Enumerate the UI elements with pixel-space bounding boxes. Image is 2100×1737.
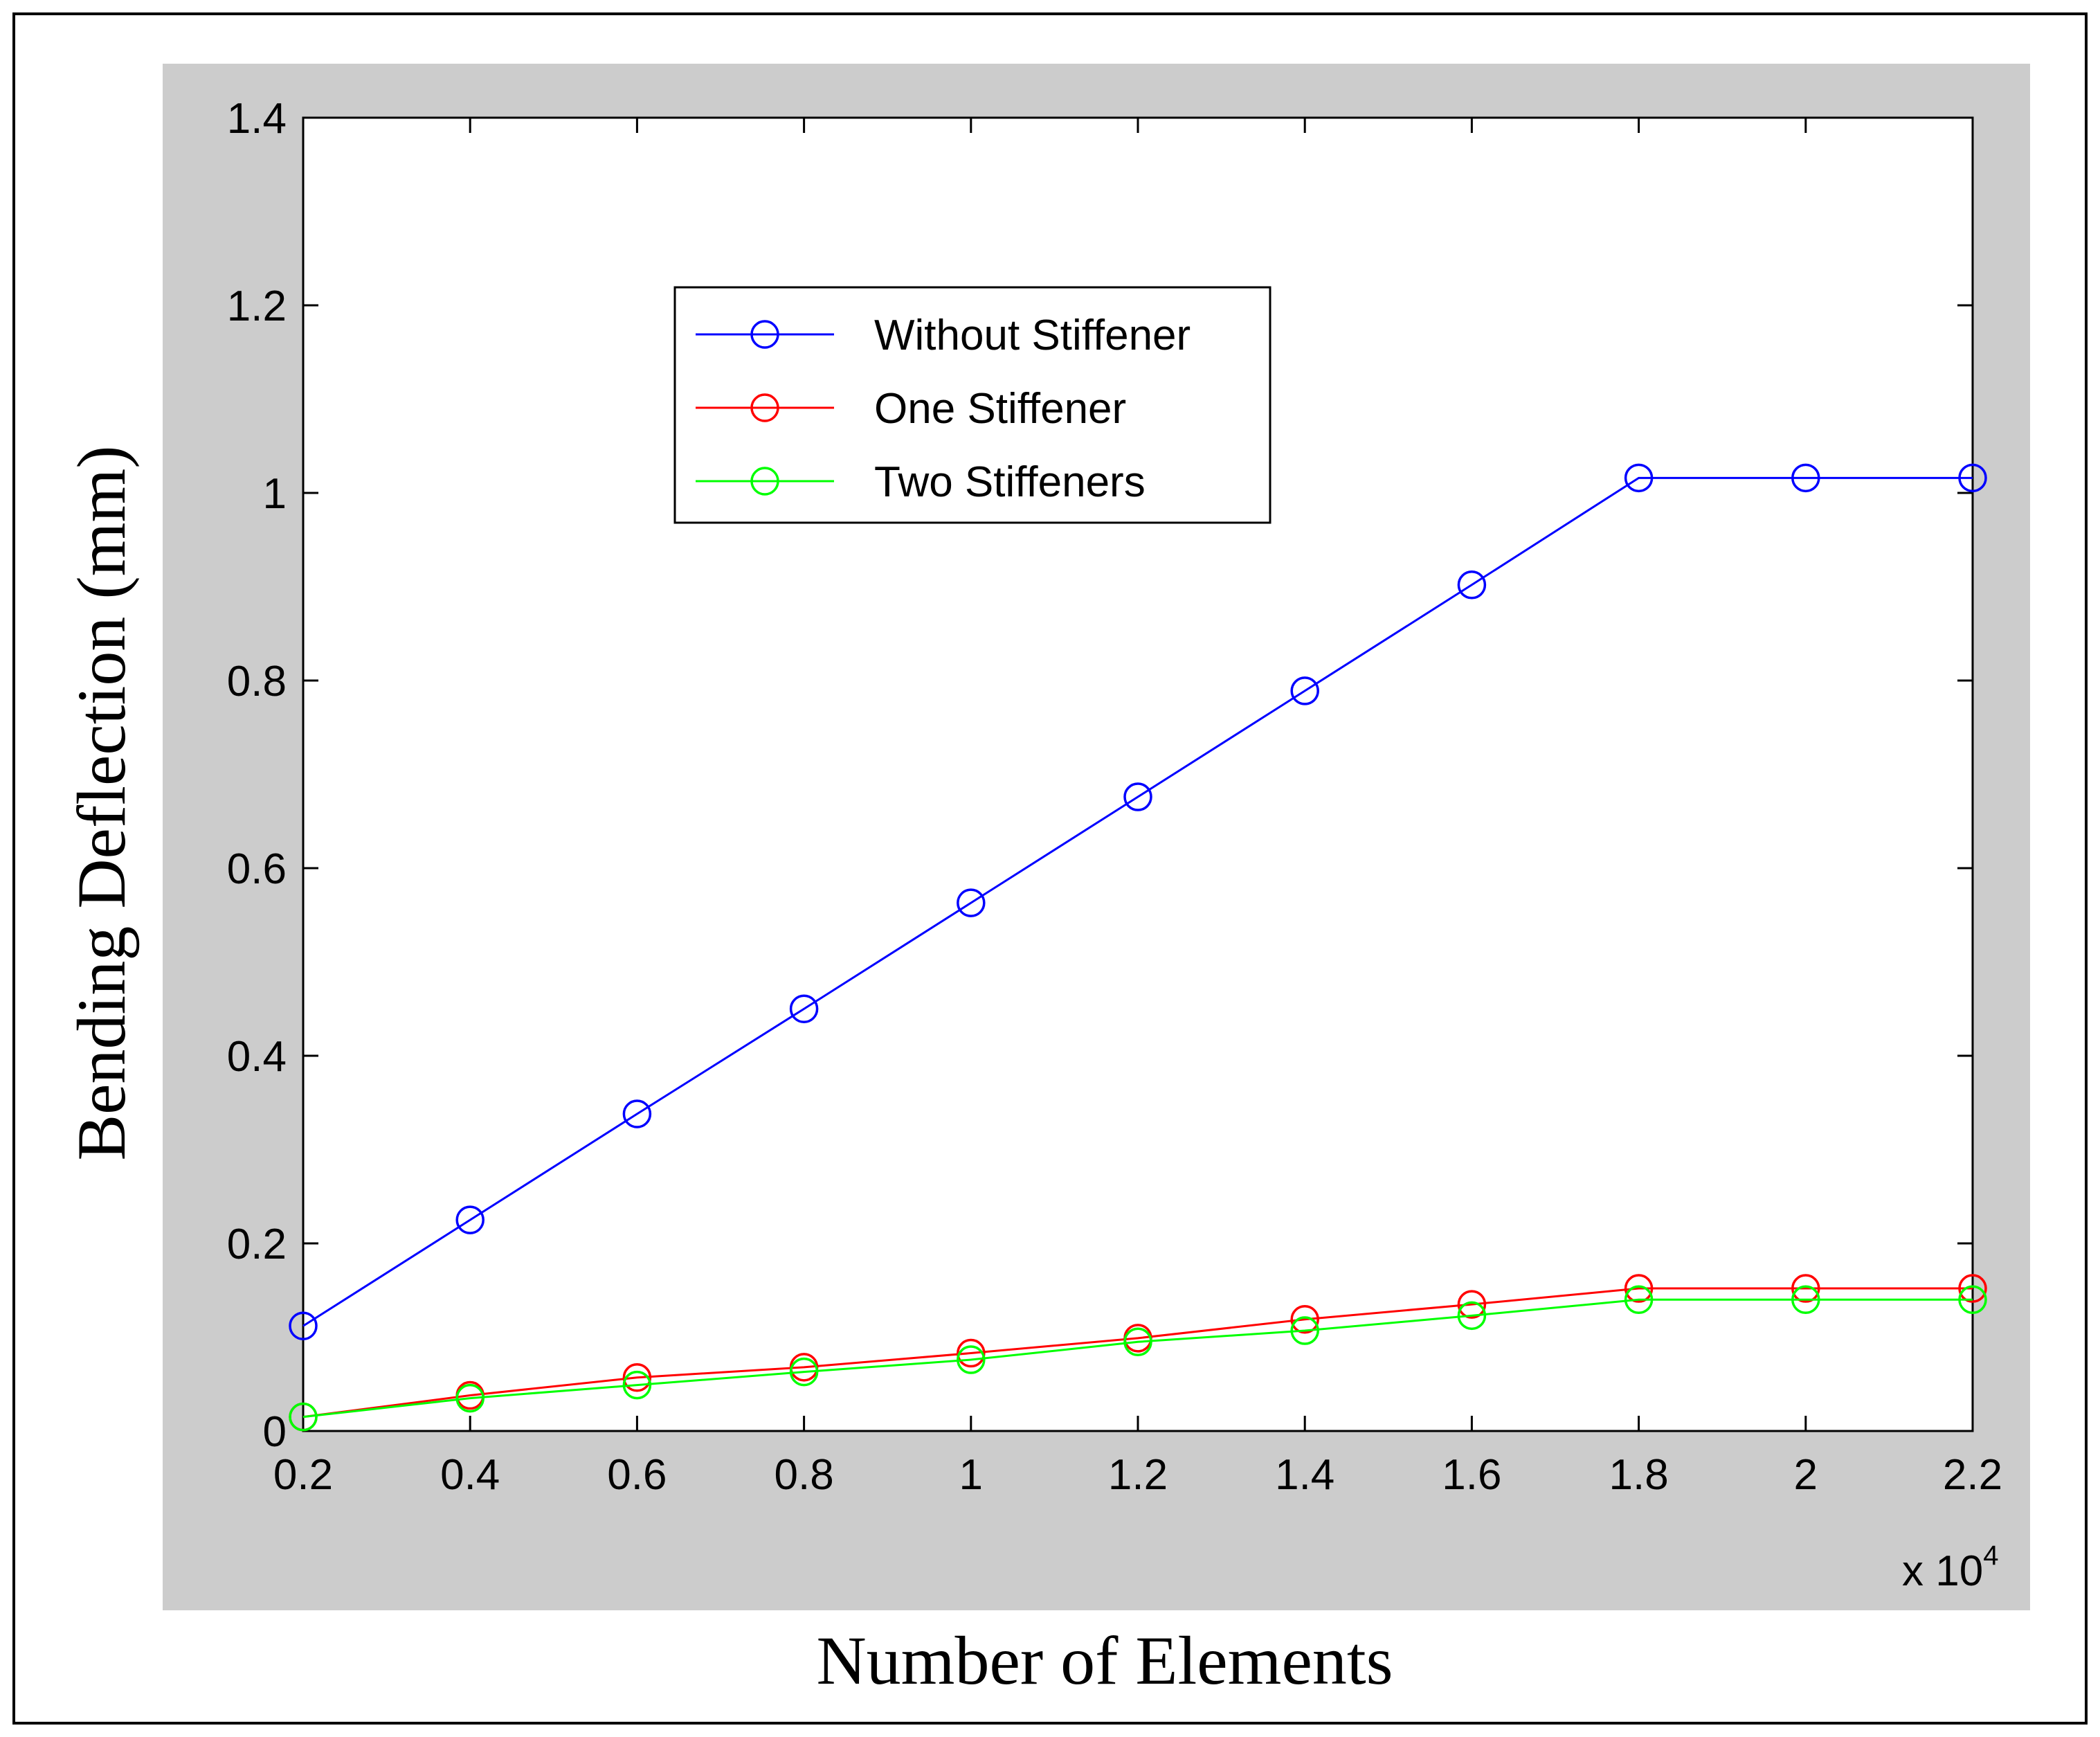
data-point xyxy=(1290,676,1319,705)
data-point xyxy=(455,1383,485,1413)
y-tick-label: 1.2 xyxy=(227,282,287,330)
data-point xyxy=(622,1363,652,1392)
x-tick-label: 1.4 xyxy=(1275,1451,1334,1499)
legend-marker xyxy=(750,393,779,422)
data-point xyxy=(789,994,819,1023)
data-point xyxy=(1123,782,1152,811)
legend-marker xyxy=(750,320,779,349)
data-point xyxy=(957,888,986,917)
legend-label: Two Stiffeners xyxy=(874,458,1146,506)
x-tick-label: 0.8 xyxy=(774,1451,833,1499)
legend-label: One Stiffener xyxy=(874,385,1126,433)
data-point xyxy=(1791,1274,1820,1303)
legend-marker xyxy=(750,467,779,496)
x-tick-label: 0.4 xyxy=(440,1451,500,1499)
data-point xyxy=(455,1205,485,1234)
x-tick-label: 2.2 xyxy=(1943,1451,2002,1499)
y-tick-label: 0 xyxy=(263,1408,287,1456)
data-point xyxy=(1624,463,1654,493)
x-tick-label: 1 xyxy=(959,1451,983,1499)
series-two-stiffeners xyxy=(289,1285,1987,1432)
y-tick-label: 0.2 xyxy=(227,1221,287,1268)
data-point xyxy=(1123,1327,1152,1357)
x-tick-label: 0.2 xyxy=(273,1451,333,1499)
legend: Without Stiffener One Stiffener Two Stiffe… xyxy=(673,286,1271,524)
legend-item: One Stiffener xyxy=(696,385,1126,433)
y-tick-label: 1 xyxy=(263,470,287,518)
data-point xyxy=(957,1338,986,1368)
y-tick-label: 0.8 xyxy=(227,658,287,705)
data-point xyxy=(622,1099,652,1128)
x-axis-label: Number of Elements xyxy=(816,1622,1393,1699)
y-axis-label: Bending Deflection (mm) xyxy=(63,445,140,1160)
series-line xyxy=(302,1287,1973,1419)
data-point xyxy=(957,1345,986,1374)
data-point xyxy=(622,1370,652,1400)
data-point xyxy=(789,1357,819,1387)
data-point xyxy=(1290,1316,1319,1345)
x-multiplier-exponent: 4 xyxy=(1983,1540,1998,1571)
y-tick-label: 1.4 xyxy=(227,95,287,143)
legend-label: Without Stiffener xyxy=(874,312,1191,359)
data-point xyxy=(1958,1274,1987,1303)
x-tick-label: 2 xyxy=(1794,1451,1818,1499)
data-point xyxy=(1958,1285,1987,1315)
series-layer xyxy=(289,463,1987,1432)
x-tick-label: 1.6 xyxy=(1442,1451,1501,1499)
y-tick-label: 0.4 xyxy=(227,1033,287,1081)
data-point xyxy=(1791,1285,1820,1315)
data-point xyxy=(1624,1274,1654,1303)
data-point xyxy=(1457,1301,1487,1331)
x-tick-label: 1.2 xyxy=(1108,1451,1168,1499)
ticks-layer: 0.2 0.4 0.6 0.8 1 1.2 1.4 1.6 1.8 2 2.200.20.40.60… xyxy=(227,95,2002,1499)
data-point xyxy=(1624,1285,1654,1315)
series-without-stiffener xyxy=(289,463,1987,1340)
x-multiplier: x 104 xyxy=(1902,1540,1998,1595)
legend-item: Two Stiffeners xyxy=(696,458,1146,506)
data-point xyxy=(1290,1305,1319,1334)
x-tick-label: 0.6 xyxy=(607,1451,667,1499)
data-point xyxy=(1958,463,1987,493)
y-tick-label: 0.6 xyxy=(227,845,287,893)
x-tick-label: 1.8 xyxy=(1609,1451,1668,1499)
series-line xyxy=(302,476,1973,1327)
data-point xyxy=(1457,570,1487,600)
series-line xyxy=(302,1298,1973,1419)
data-point xyxy=(289,1402,318,1432)
data-point xyxy=(1791,463,1820,493)
data-point xyxy=(289,1311,318,1340)
data-point xyxy=(1457,1290,1487,1319)
legend-item: Without Stiffener xyxy=(696,312,1191,359)
